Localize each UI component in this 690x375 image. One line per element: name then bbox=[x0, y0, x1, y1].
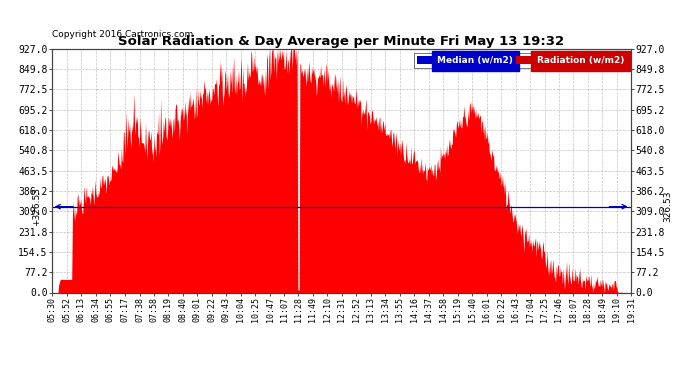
Text: +326.53: +326.53 bbox=[32, 187, 41, 226]
Title: Solar Radiation & Day Average per Minute Fri May 13 19:32: Solar Radiation & Day Average per Minute… bbox=[119, 34, 564, 48]
Text: Copyright 2016 Cartronics.com: Copyright 2016 Cartronics.com bbox=[52, 30, 193, 39]
Text: 326.53: 326.53 bbox=[663, 191, 672, 222]
Legend: Median (w/m2), Radiation (w/m2): Median (w/m2), Radiation (w/m2) bbox=[414, 53, 627, 68]
